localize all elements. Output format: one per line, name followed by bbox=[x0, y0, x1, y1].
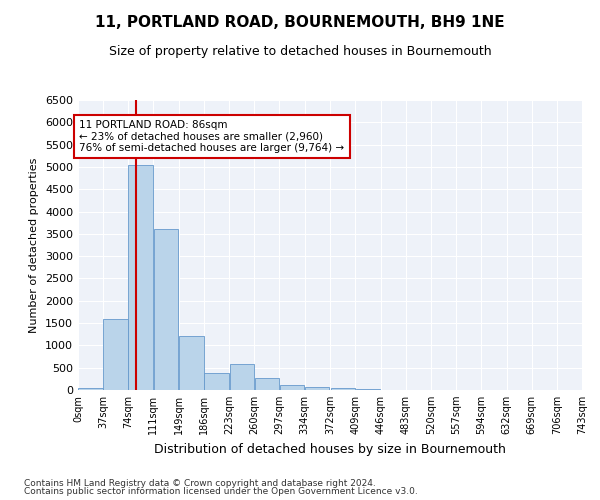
Bar bbox=[205, 372, 229, 390]
Text: Contains public sector information licensed under the Open Government Licence v3: Contains public sector information licen… bbox=[24, 487, 418, 496]
Bar bbox=[305, 386, 329, 390]
Text: 11, PORTLAND ROAD, BOURNEMOUTH, BH9 1NE: 11, PORTLAND ROAD, BOURNEMOUTH, BH9 1NE bbox=[95, 15, 505, 30]
Text: Size of property relative to detached houses in Bournemouth: Size of property relative to detached ho… bbox=[109, 45, 491, 58]
Bar bbox=[254, 378, 279, 390]
Y-axis label: Number of detached properties: Number of detached properties bbox=[29, 158, 40, 332]
Bar bbox=[179, 336, 204, 390]
Bar bbox=[154, 230, 178, 390]
X-axis label: Distribution of detached houses by size in Bournemouth: Distribution of detached houses by size … bbox=[154, 442, 506, 456]
Bar bbox=[78, 388, 103, 390]
Text: Contains HM Land Registry data © Crown copyright and database right 2024.: Contains HM Land Registry data © Crown c… bbox=[24, 478, 376, 488]
Bar bbox=[128, 164, 153, 390]
Bar bbox=[280, 385, 304, 390]
Bar bbox=[230, 364, 254, 390]
Bar bbox=[103, 318, 128, 390]
Bar bbox=[331, 388, 355, 390]
Text: 11 PORTLAND ROAD: 86sqm
← 23% of detached houses are smaller (2,960)
76% of semi: 11 PORTLAND ROAD: 86sqm ← 23% of detache… bbox=[79, 120, 344, 154]
